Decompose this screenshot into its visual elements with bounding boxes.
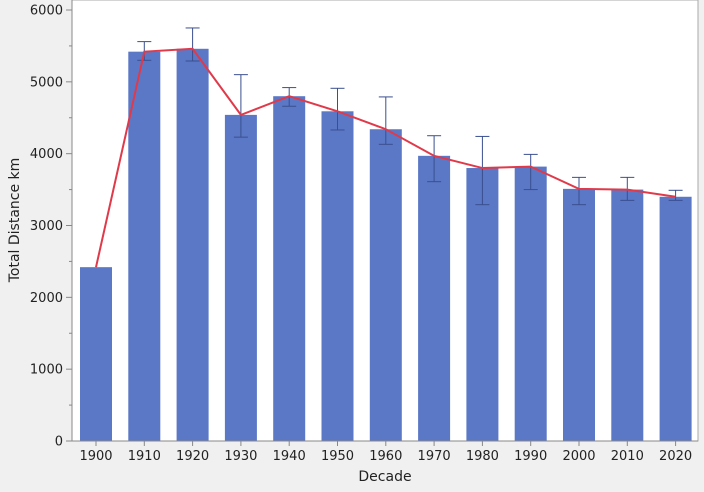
bar-1930 (224, 114, 257, 442)
x-tick-label-1900: 1900 (79, 449, 112, 464)
x-tick-label-2020: 2020 (659, 449, 692, 464)
x-tick-label-1980: 1980 (466, 449, 499, 464)
x-tick-label-1910: 1910 (128, 449, 161, 464)
bar-1910 (128, 51, 161, 442)
error-bar-1920 (185, 27, 200, 62)
bar-1990 (514, 166, 547, 441)
x-tick-label-1940: 1940 (273, 449, 306, 464)
error-bars-layer (137, 27, 683, 206)
y-tick-label-3000: 3000 (30, 219, 63, 234)
bar-1900 (80, 267, 112, 441)
error-bar-2000 (572, 176, 586, 206)
bars-layer (80, 48, 692, 442)
y-axis-title: Total Distance km (7, 158, 23, 284)
x-axis-title: Decade (358, 469, 411, 485)
x-tick-label-1990: 1990 (514, 449, 547, 464)
error-bar-2020 (668, 189, 683, 201)
y-tick-label-4000: 4000 (30, 147, 63, 162)
bar-1940 (273, 96, 306, 441)
error-bar-1970 (427, 135, 442, 183)
bar-1960 (369, 129, 402, 441)
x-tick-label-1920: 1920 (176, 449, 209, 464)
y-tick-label-6000: 6000 (30, 4, 63, 19)
bar-1970 (418, 155, 451, 442)
x-tick-label-2010: 2010 (611, 449, 644, 464)
bar-2020 (659, 196, 692, 441)
x-tick-label-1960: 1960 (369, 449, 402, 464)
bar-2010 (611, 189, 644, 441)
bar-1950 (321, 111, 354, 441)
line-layer (95, 47, 676, 268)
bar-1980 (466, 168, 499, 442)
y-tick-label-1000: 1000 (30, 363, 63, 378)
x-tick-label-1930: 1930 (224, 449, 257, 464)
error-bar-1950 (330, 87, 345, 131)
error-bar-1930 (233, 74, 248, 138)
x-tick-label-1950: 1950 (321, 449, 354, 464)
error-bar-1960 (378, 96, 393, 145)
x-tick-label-2000: 2000 (562, 449, 595, 464)
y-axis: 0 1000 2000 3000 4000 5000 6000 (30, 0, 73, 450)
y-tick-label-5000: 5000 (30, 75, 63, 90)
bar-1920 (176, 48, 209, 441)
x-axis: 1900 1910 1920 1930 1940 1950 1960 1970 1980 1990… (72, 440, 698, 464)
x-tick-label-1970: 1970 (418, 449, 451, 464)
mean-line (95, 47, 676, 268)
error-bar-1990 (523, 153, 538, 191)
y-tick-label-2000: 2000 (30, 291, 63, 306)
error-bar-1980 (475, 135, 490, 206)
y-tick-label-0: 0 (55, 435, 63, 450)
bar-2000 (563, 188, 595, 441)
